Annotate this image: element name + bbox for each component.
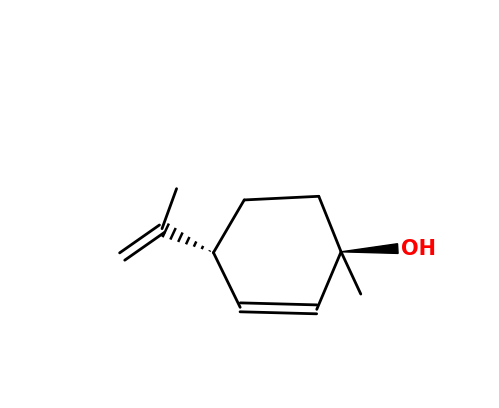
Polygon shape: [341, 244, 398, 253]
Text: OH: OH: [401, 239, 436, 259]
